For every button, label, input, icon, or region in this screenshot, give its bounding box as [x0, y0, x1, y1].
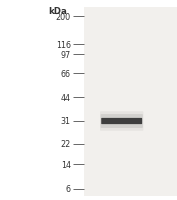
Text: 200: 200	[56, 13, 71, 21]
Text: 31: 31	[61, 117, 71, 125]
Text: 97: 97	[61, 51, 71, 59]
FancyBboxPatch shape	[100, 112, 143, 131]
Text: 22: 22	[61, 140, 71, 148]
Text: 44: 44	[61, 94, 71, 102]
FancyBboxPatch shape	[101, 114, 143, 128]
Text: 6: 6	[66, 185, 71, 193]
Text: kDa: kDa	[48, 7, 67, 16]
Bar	[84, 8, 177, 196]
Text: 66: 66	[61, 70, 71, 78]
Text: 14: 14	[61, 160, 71, 169]
FancyBboxPatch shape	[101, 118, 142, 124]
Text: 116: 116	[56, 41, 71, 49]
